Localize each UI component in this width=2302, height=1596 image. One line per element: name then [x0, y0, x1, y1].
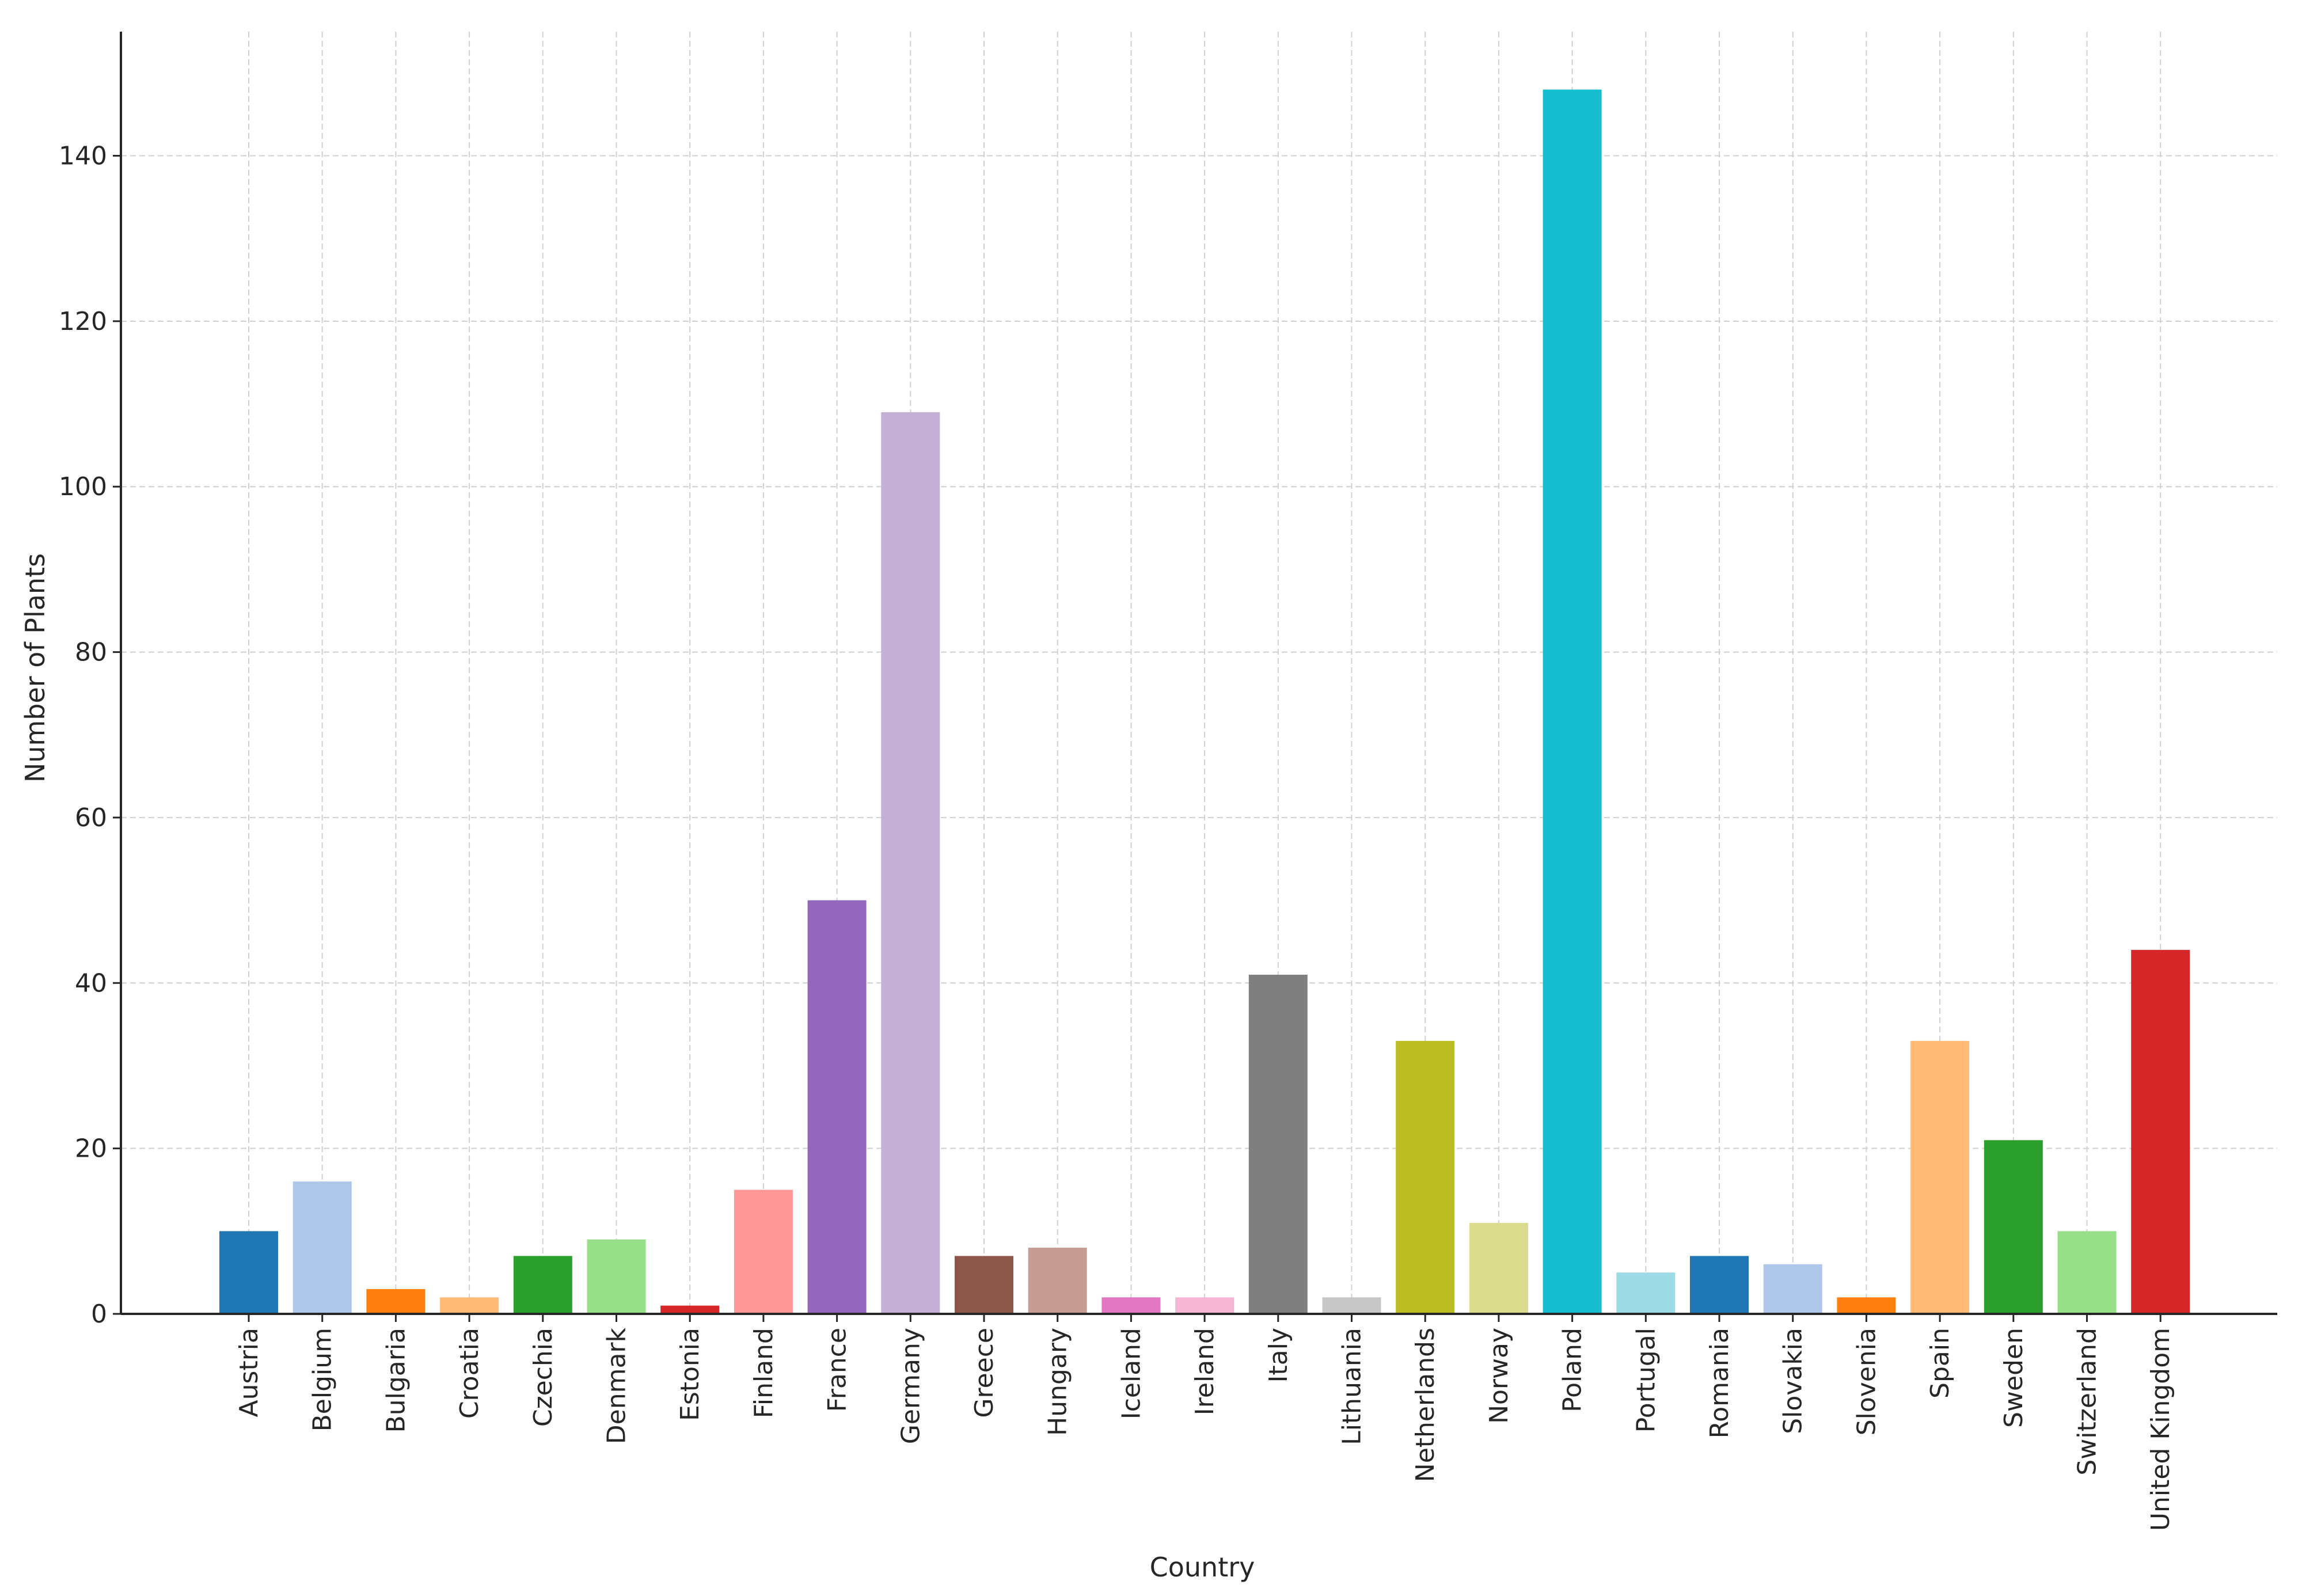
- x-tick-label: Iceland: [1116, 1328, 1146, 1419]
- grid-layer: [121, 32, 2277, 1314]
- bar-romania: [1690, 1256, 1749, 1314]
- y-tick-label: 40: [75, 968, 107, 998]
- x-tick-label: Greece: [970, 1328, 999, 1418]
- x-tick-label: Lithuania: [1338, 1328, 1367, 1445]
- x-tick-label: Italy: [1264, 1328, 1293, 1382]
- bars-layer: [219, 89, 2190, 1314]
- bar-slovakia: [1763, 1264, 1822, 1314]
- x-tick-label: France: [823, 1328, 852, 1412]
- y-tick-label: 120: [59, 307, 107, 336]
- x-tick-label: Bulgaria: [381, 1328, 411, 1432]
- x-tick-label: Netherlands: [1411, 1328, 1440, 1482]
- y-tick-label: 60: [75, 803, 107, 833]
- y-axis-title: Number of Plants: [20, 553, 51, 782]
- bar-belgium: [293, 1181, 352, 1314]
- x-tick-label: Romania: [1705, 1328, 1734, 1438]
- bar-finland: [734, 1190, 793, 1314]
- axes-layer: [120, 32, 2277, 1315]
- bar-portugal: [1616, 1272, 1676, 1314]
- bar-bulgaria: [366, 1289, 426, 1314]
- y-tick-labels: 0 20 40 60 80 100 120 140: [59, 142, 121, 1329]
- bar-denmark: [587, 1239, 646, 1314]
- x-tick-label: Sweden: [1999, 1328, 2029, 1428]
- bar-germany: [881, 412, 940, 1314]
- bar-slovenia: [1837, 1297, 1896, 1314]
- x-tick-label: Czechia: [529, 1328, 558, 1427]
- x-tick-label: Slovakia: [1779, 1328, 1808, 1434]
- bar-hungary: [1028, 1248, 1087, 1314]
- bar-sweden: [1984, 1140, 2043, 1314]
- bar-united-kingdom: [2131, 949, 2190, 1314]
- bar-czechia: [513, 1256, 572, 1314]
- bar-estonia: [660, 1305, 720, 1314]
- bar-austria: [219, 1231, 278, 1314]
- bar-ireland: [1175, 1297, 1234, 1314]
- bar-poland: [1543, 89, 1602, 1314]
- bar-lithuania: [1322, 1297, 1381, 1314]
- x-tick-label: United Kingdom: [2146, 1328, 2175, 1531]
- x-axis-title: Country: [1150, 1552, 1255, 1583]
- x-tick-label: Hungary: [1043, 1328, 1073, 1436]
- x-tick-label: Ireland: [1190, 1328, 1220, 1415]
- x-tick-label: Slovenia: [1852, 1328, 1881, 1435]
- y-tick-label: 20: [75, 1134, 107, 1164]
- y-tick-label: 140: [59, 142, 107, 171]
- y-tick-label: 80: [75, 638, 107, 667]
- bar-croatia: [440, 1297, 499, 1314]
- bar-norway: [1469, 1222, 1528, 1314]
- x-tick-labels: Austria Belgium Bulgaria Croatia Czechia Denm…: [234, 1314, 2175, 1531]
- x-tick-label: Portugal: [1631, 1328, 1661, 1432]
- x-tick-label: Austria: [234, 1328, 264, 1417]
- x-tick-label: Croatia: [455, 1328, 484, 1419]
- bar-iceland: [1101, 1297, 1161, 1314]
- x-tick-label: Germany: [896, 1328, 925, 1444]
- x-tick-label: Switzerland: [2073, 1328, 2102, 1476]
- x-tick-label: Finland: [749, 1328, 778, 1418]
- bar-netherlands: [1396, 1040, 1455, 1314]
- x-tick-label: Spain: [1925, 1328, 1955, 1399]
- x-tick-label: Poland: [1558, 1328, 1587, 1412]
- y-tick-label: 100: [59, 472, 107, 501]
- bar-greece: [955, 1256, 1013, 1314]
- bar-italy: [1248, 974, 1308, 1314]
- x-tick-label: Belgium: [308, 1328, 337, 1431]
- bar-switzerland: [2057, 1231, 2117, 1314]
- x-tick-label: Denmark: [602, 1327, 632, 1444]
- bar-france: [807, 900, 867, 1314]
- y-tick-label: 0: [91, 1299, 107, 1329]
- bar-spain: [1910, 1040, 1970, 1314]
- x-tick-label: Norway: [1484, 1328, 1514, 1424]
- x-tick-label: Estonia: [675, 1328, 705, 1421]
